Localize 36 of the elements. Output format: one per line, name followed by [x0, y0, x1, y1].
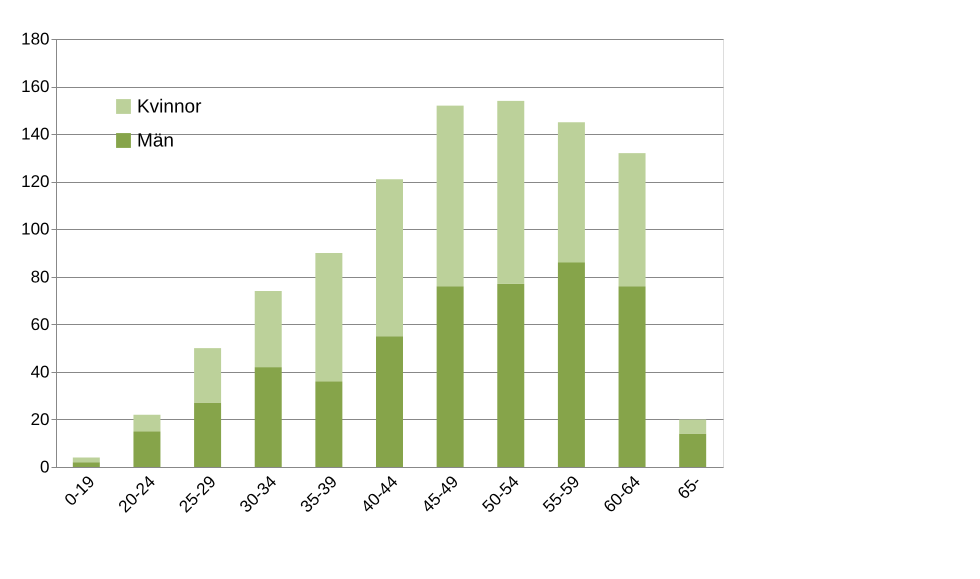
- x-tick-label: 65-: [674, 472, 705, 503]
- y-tick-label: 140: [21, 124, 50, 144]
- bar: [254, 367, 282, 467]
- y-tick-label: 0: [40, 458, 50, 476]
- y-tick-label: 80: [30, 267, 50, 286]
- bar: [618, 286, 646, 467]
- bar: [254, 291, 282, 368]
- bar: [436, 106, 464, 286]
- bar: [133, 431, 160, 467]
- x-tick-label: 0-19: [60, 472, 98, 510]
- bar: [618, 153, 646, 286]
- bar: [376, 336, 403, 467]
- bar: [679, 419, 706, 434]
- legend-label: Män: [137, 130, 174, 152]
- bar: [315, 253, 342, 382]
- bar: [497, 284, 524, 467]
- bar: [558, 122, 585, 263]
- y-tick-label: 20: [30, 410, 50, 429]
- bar: [194, 348, 222, 403]
- y-tick-label: 60: [30, 314, 50, 334]
- legend-label: Kvinnor: [137, 96, 202, 118]
- bar: [497, 100, 524, 284]
- y-tick-label: 180: [21, 30, 50, 48]
- bar: [194, 402, 222, 467]
- y-tick-label: 40: [30, 362, 50, 382]
- bar: [558, 262, 585, 467]
- bar: [72, 462, 100, 467]
- bar: [72, 457, 100, 462]
- bar: [315, 381, 342, 467]
- y-tick-label: 160: [21, 77, 50, 96]
- y-tick-label: 100: [21, 220, 50, 239]
- bar: [376, 179, 403, 336]
- bar: [133, 414, 160, 432]
- y-tick-label: 120: [21, 172, 50, 192]
- bar: [436, 286, 464, 467]
- bar: [679, 434, 706, 467]
